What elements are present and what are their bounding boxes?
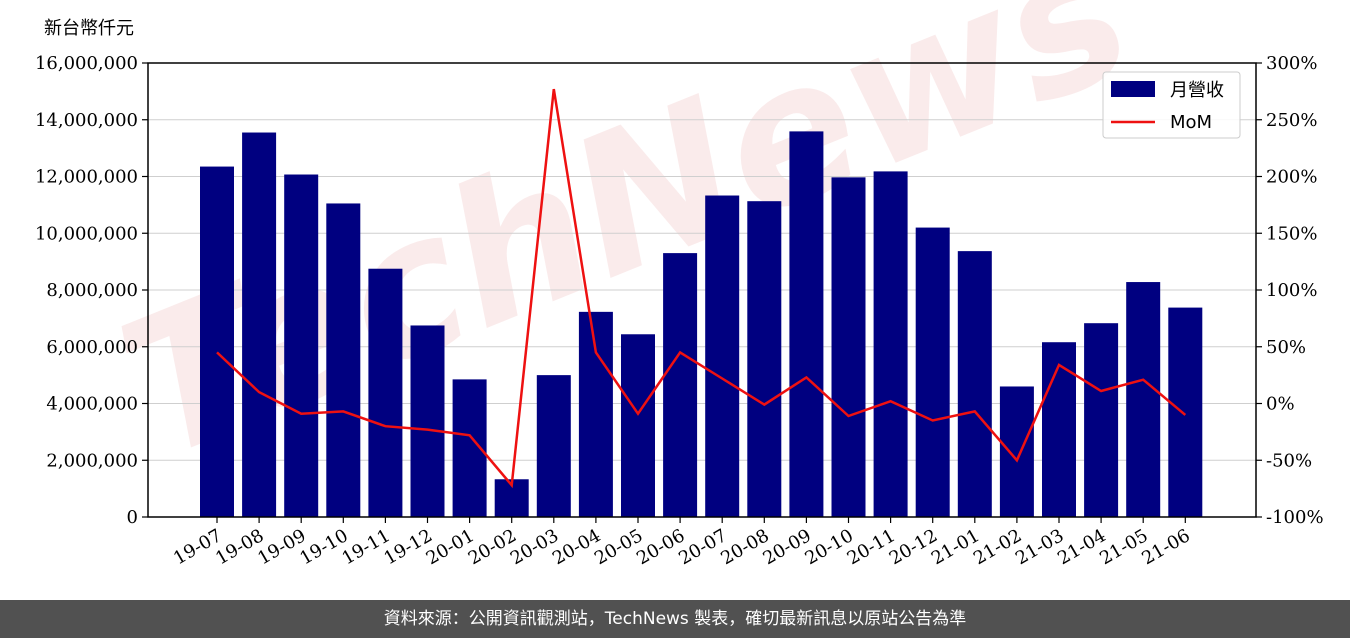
revenue-bar xyxy=(747,201,782,517)
left-tick-label: 16,000,000 xyxy=(35,53,138,74)
x-axis: 19-0719-0819-0919-1019-1119-1220-0120-02… xyxy=(170,517,1194,569)
revenue-bar xyxy=(831,177,866,517)
y-axis-unit-label: 新台幣仟元 xyxy=(44,18,134,39)
revenue-bar xyxy=(1168,307,1203,517)
left-tick-label: 8,000,000 xyxy=(46,280,138,301)
x-tick-label: 21-06 xyxy=(1138,525,1193,569)
left-tick-label: 14,000,000 xyxy=(35,110,138,131)
right-tick-label: -100% xyxy=(1266,507,1324,528)
revenue-bar xyxy=(1042,342,1076,517)
bar-series xyxy=(200,131,1203,518)
mom-line xyxy=(216,88,1187,489)
left-tick-label: 4,000,000 xyxy=(46,394,138,415)
revenue-bar xyxy=(410,325,445,517)
legend-line-label: MoM xyxy=(1170,112,1212,133)
revenue-bar xyxy=(999,386,1034,517)
right-tick-label: 200% xyxy=(1266,167,1317,188)
revenue-chart: TechNews 02,000,0004,000,0006,000,0008,0… xyxy=(35,0,1324,569)
right-tick-label: 300% xyxy=(1266,53,1317,74)
right-tick-label: -50% xyxy=(1266,450,1312,471)
revenue-bar xyxy=(242,132,277,518)
left-tick-label: 6,000,000 xyxy=(46,337,138,358)
revenue-bar xyxy=(915,227,950,517)
right-tick-label: 0% xyxy=(1266,394,1295,415)
revenue-bar xyxy=(1084,323,1119,517)
right-axis: -100% -50% 0% 50% 100% 150% 200% 250% 300% xyxy=(1256,53,1324,528)
left-tick-label: 2,000,000 xyxy=(46,450,138,471)
revenue-bar xyxy=(621,334,655,517)
right-tick-label: 50% xyxy=(1266,337,1306,358)
revenue-bar xyxy=(663,253,698,518)
right-tick-label: 100% xyxy=(1266,280,1317,301)
revenue-bar xyxy=(957,251,992,517)
left-tick-label: 0 xyxy=(127,507,138,528)
line-series xyxy=(216,88,1187,489)
legend-bar-swatch xyxy=(1111,81,1155,97)
right-tick-label: 250% xyxy=(1266,110,1317,131)
source-footer: 資料來源：公開資訊觀測站，TechNews 製表，確切最新訊息以原站公告為準 xyxy=(0,600,1350,638)
legend-bar-label: 月營收 xyxy=(1170,80,1224,101)
left-tick-label: 10,000,000 xyxy=(35,223,138,244)
revenue-bar xyxy=(536,375,571,517)
revenue-bar xyxy=(326,203,361,518)
revenue-bar xyxy=(284,174,319,518)
revenue-bar xyxy=(873,171,908,517)
revenue-bar xyxy=(368,268,403,517)
revenue-bar xyxy=(578,311,613,517)
revenue-bar xyxy=(200,166,234,517)
right-tick-label: 150% xyxy=(1266,223,1317,244)
legend: 月營收 MoM xyxy=(1102,71,1241,139)
revenue-bar xyxy=(705,195,740,518)
left-axis: 0 2,000,000 4,000,000 6,000,000 8,000,000 10,… xyxy=(35,53,148,528)
revenue-bar xyxy=(789,131,824,518)
revenue-bar xyxy=(1126,282,1161,517)
left-tick-label: 12,000,000 xyxy=(35,167,138,188)
